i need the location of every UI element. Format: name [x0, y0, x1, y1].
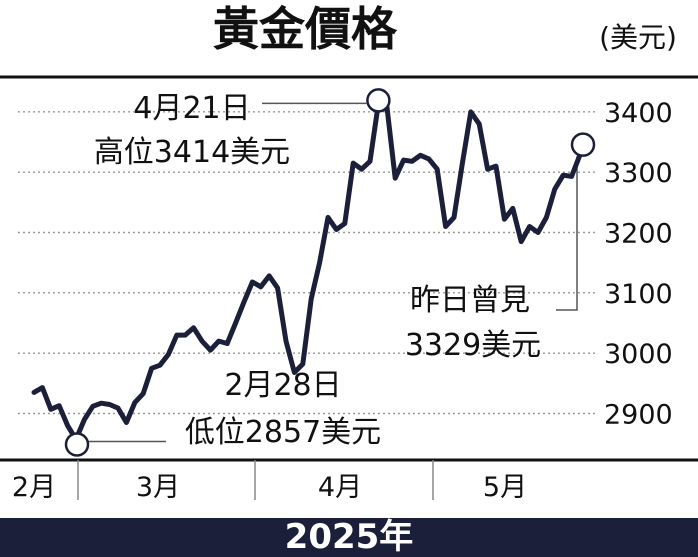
annotation-markers	[64, 88, 596, 457]
latest-value-label: 3329美元	[405, 328, 541, 363]
latest-leader	[556, 156, 578, 311]
x-tick-label: 3月	[136, 472, 180, 503]
price-series-line	[31, 100, 583, 442]
latest-marker	[570, 132, 596, 157]
y-tick-label: 3100	[604, 279, 673, 310]
latest-date-label: 昨日曾見	[410, 283, 530, 318]
y-tick-label: 3200	[604, 219, 673, 250]
x-tick-label: 4月	[318, 472, 362, 503]
x-tick-label: 2月	[12, 472, 56, 503]
low-marker	[64, 432, 90, 457]
gridlines	[18, 111, 598, 415]
year-label: 2025年	[284, 517, 414, 557]
y-tick-label: 3300	[604, 158, 673, 189]
footer-bar	[0, 518, 698, 557]
unit-label: (美元)	[599, 21, 677, 54]
high-date-label: 4月21日	[133, 91, 250, 126]
x-tick-labels: 2月 3月 4月 5月	[12, 460, 527, 503]
low-date-label: 2月28日	[224, 368, 341, 403]
chart-title: 黃金價格	[213, 2, 398, 56]
high-marker	[366, 88, 391, 113]
annotation-leaders	[88, 102, 578, 443]
y-tick-label: 3000	[604, 339, 673, 370]
y-tick-label: 2900	[604, 400, 673, 431]
y-tick-label: 3400	[604, 98, 673, 129]
high-value-label: 高位3414美元	[94, 135, 290, 170]
low-value-label: 低位2857美元	[185, 415, 381, 450]
y-tick-labels: 2900 3000 3100 3200 3300 3400	[604, 98, 673, 431]
x-tick-label: 5月	[483, 472, 527, 503]
